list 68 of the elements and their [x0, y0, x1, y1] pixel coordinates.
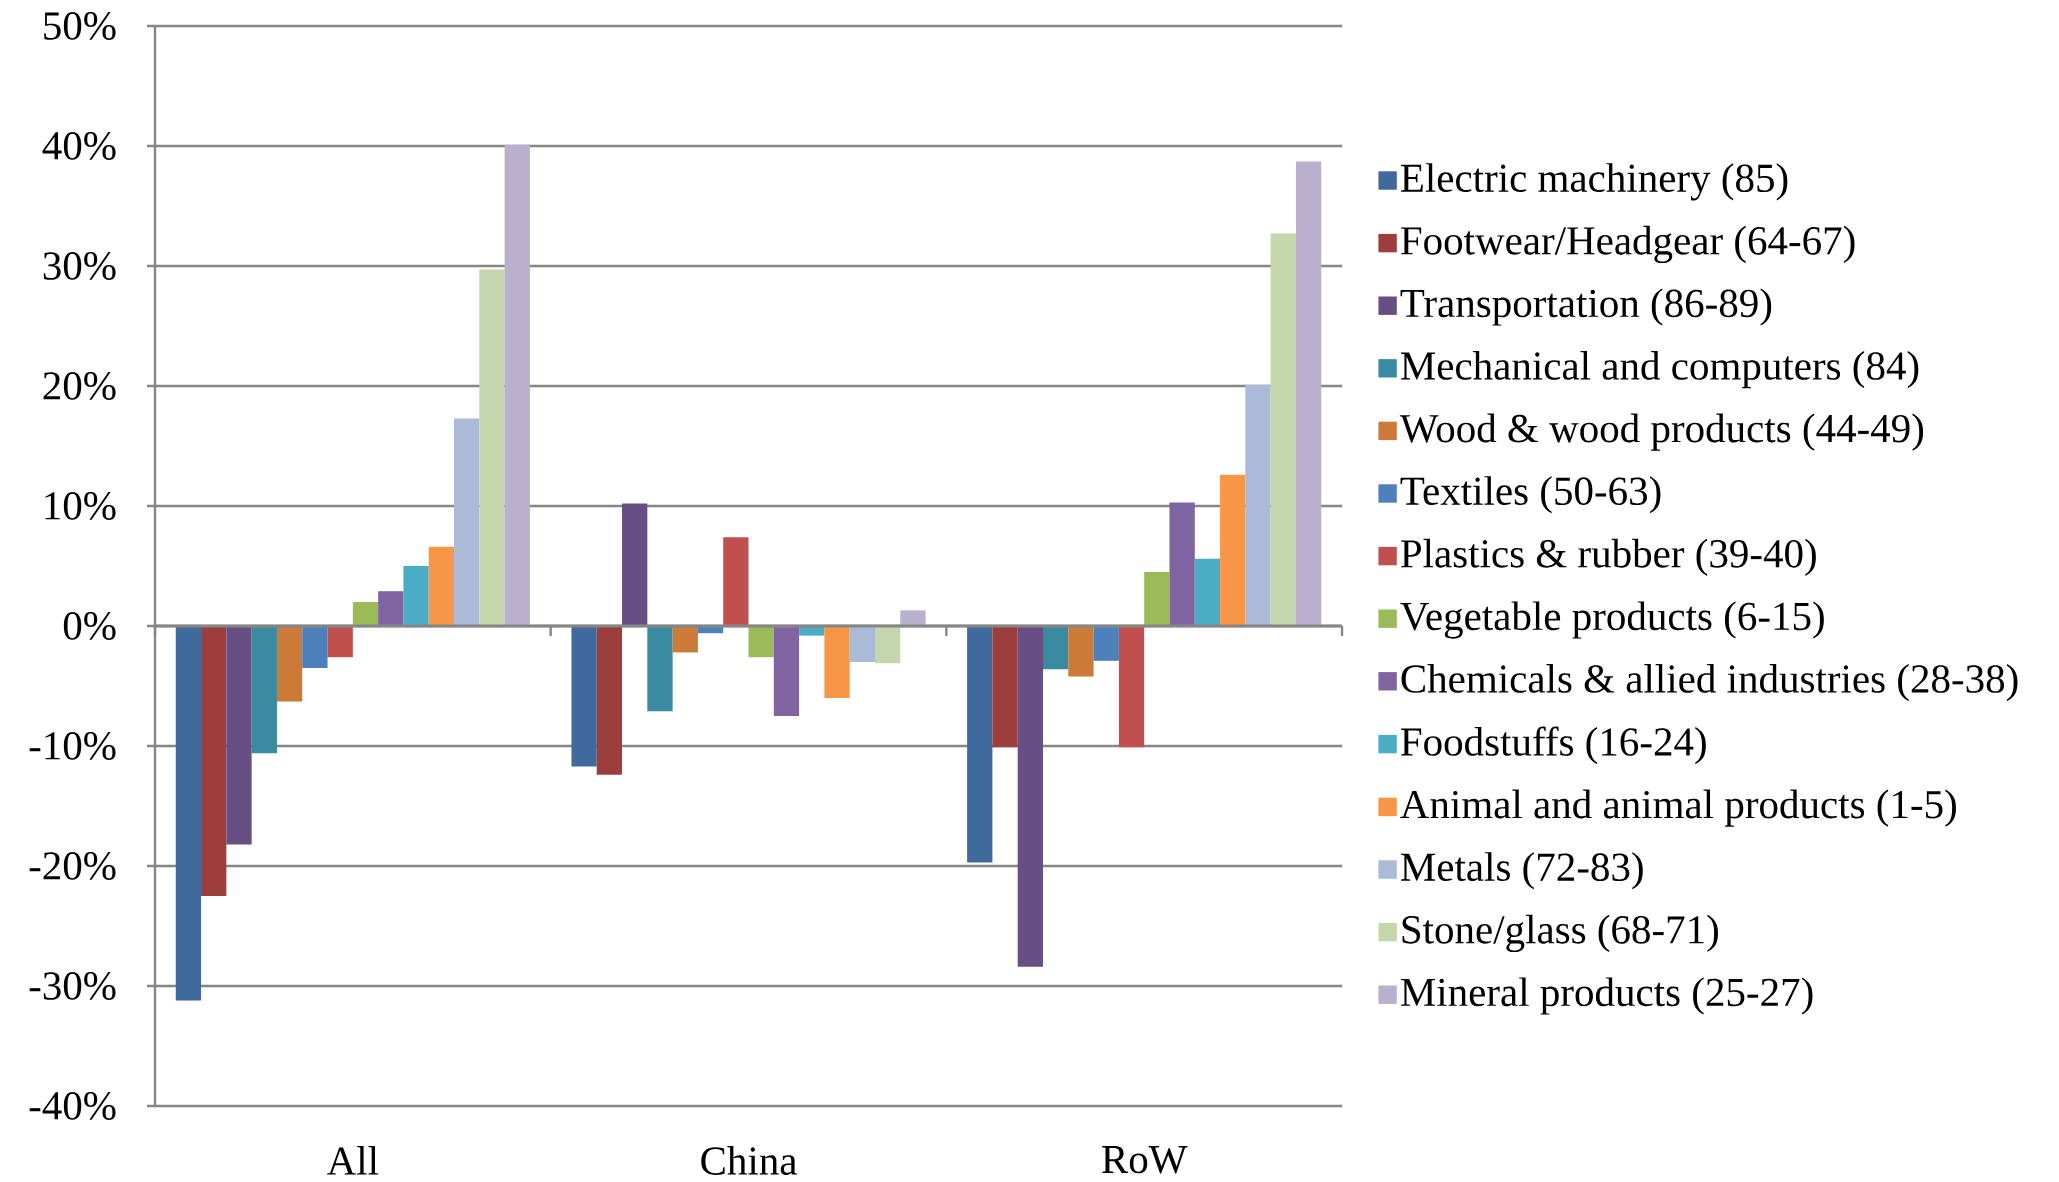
bar — [1068, 625, 1094, 677]
legend-label: Footwear/Headgear (64-67) — [1401, 225, 1855, 264]
x-tick-label: RoW — [1102, 1146, 1188, 1174]
bar — [327, 625, 353, 658]
bar — [874, 625, 901, 664]
legend-label: Foodstuffs (16-24) — [1401, 726, 1706, 765]
legend-label: Mechanical and computers (84) — [1401, 351, 1919, 389]
bar — [454, 418, 480, 626]
bar — [201, 625, 227, 896]
bar — [1270, 233, 1296, 626]
y-tick-label: 50% — [44, 12, 116, 40]
bar — [1220, 474, 1246, 626]
legend-label: Metals (72-83) — [1401, 852, 1643, 890]
bar — [479, 269, 505, 626]
bar — [403, 565, 429, 626]
bar — [824, 625, 850, 698]
bar — [596, 625, 623, 775]
x-tick-label: China — [701, 1146, 797, 1175]
bar — [748, 625, 774, 658]
y-tick-label: -40% — [29, 1092, 116, 1120]
y-tick-label: 30% — [43, 252, 116, 280]
bar — [900, 610, 926, 626]
legend-label: Chemicals & allied industries (28-38) — [1401, 664, 2018, 702]
bar — [276, 625, 303, 702]
bar — [352, 601, 379, 626]
y-tick-label: -30% — [29, 972, 116, 1000]
bar — [672, 625, 698, 653]
bar — [723, 537, 749, 626]
y-tick-label: 20% — [43, 372, 116, 400]
bar — [622, 503, 648, 626]
bar — [251, 625, 277, 754]
bar — [647, 625, 673, 712]
legend-label: Electric machinery (85) — [1401, 163, 1788, 201]
legend-label: Stone/glass (68-71) — [1402, 914, 1718, 953]
legend-label: Mineral products (25-27) — [1401, 977, 1813, 1015]
bar — [1169, 502, 1195, 626]
bar — [428, 546, 455, 626]
bar — [1194, 558, 1221, 626]
bar — [773, 625, 800, 716]
bar — [1245, 384, 1271, 626]
y-tick-label: 0% — [63, 612, 116, 640]
legend-label: Animal and animal products (1-5) — [1400, 789, 1956, 827]
y-tick-label: -20% — [29, 852, 116, 880]
bar — [849, 625, 875, 662]
legend-label: Textiles (50-63) — [1400, 476, 1661, 514]
bar — [175, 625, 202, 1001]
bar — [378, 591, 404, 626]
x-tick-label: All — [327, 1146, 379, 1175]
bar — [302, 625, 328, 668]
bar — [1118, 625, 1145, 748]
legend-label: Vegetable products (6-15) — [1400, 601, 1824, 639]
legend-label: Wood & wood products (44-49) — [1399, 413, 1924, 451]
legend-label: Transportation (86-89) — [1400, 288, 1772, 326]
y-tick-label: -10% — [29, 732, 116, 760]
y-tick-label: 40% — [42, 132, 116, 160]
bar — [1144, 571, 1170, 626]
bar — [799, 625, 825, 636]
bar — [992, 625, 1018, 748]
bar — [1295, 161, 1322, 626]
legend-label: Plastics & rubber (39-40) — [1401, 538, 1816, 576]
bar — [504, 144, 530, 626]
bar — [1017, 625, 1043, 967]
bar — [967, 625, 993, 863]
bar — [226, 625, 252, 845]
bar — [1093, 625, 1119, 661]
bar — [571, 625, 597, 767]
y-tick-label: 10% — [45, 492, 116, 520]
bar — [1043, 625, 1069, 670]
